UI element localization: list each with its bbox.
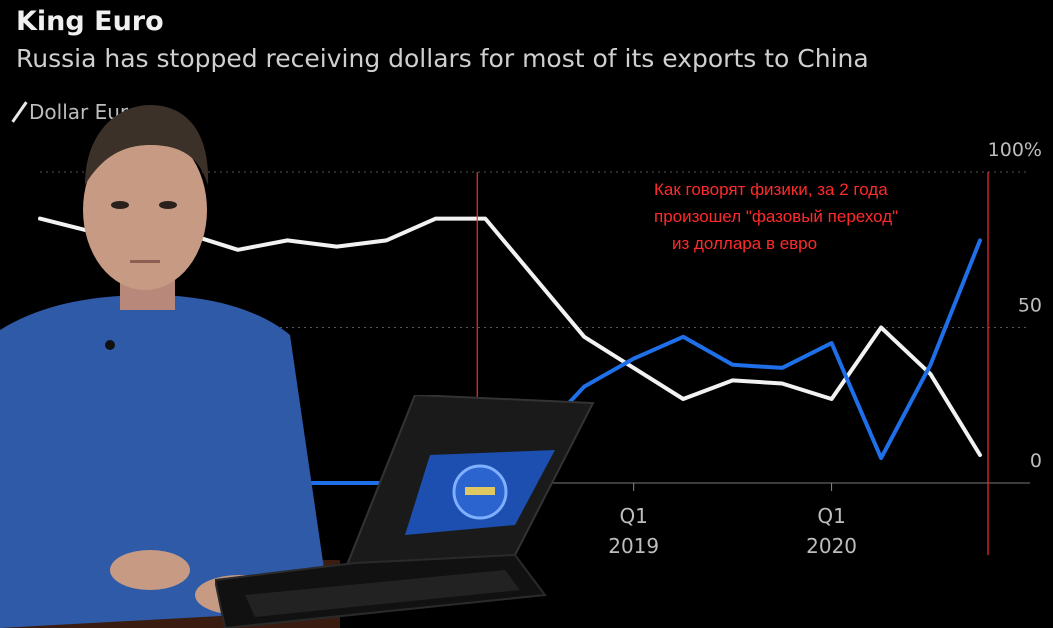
annotation: Как говорят физики, за 2 года произошел … [654, 176, 898, 257]
x-tick-label: Q1 [817, 504, 845, 528]
x-tick-label: 2019 [608, 534, 659, 558]
y-tick-label: 50 [1018, 295, 1042, 317]
x-tick-label: Q1 [619, 504, 647, 528]
y-tick-label: 0 [1030, 450, 1042, 472]
x-tick-label: 2020 [806, 534, 857, 558]
laptop-image [215, 395, 595, 628]
annotation-line: произошел "фазовый переход" [654, 207, 899, 226]
annotation-line: Как говорят физики, за 2 года [654, 180, 888, 199]
y-tick-label: 100% [988, 139, 1042, 161]
annotation-line: из доллара в евро [672, 234, 818, 253]
chart-title: King Euro [16, 6, 164, 37]
chart-subtitle: Russia has stopped receiving dollars for… [16, 44, 869, 73]
